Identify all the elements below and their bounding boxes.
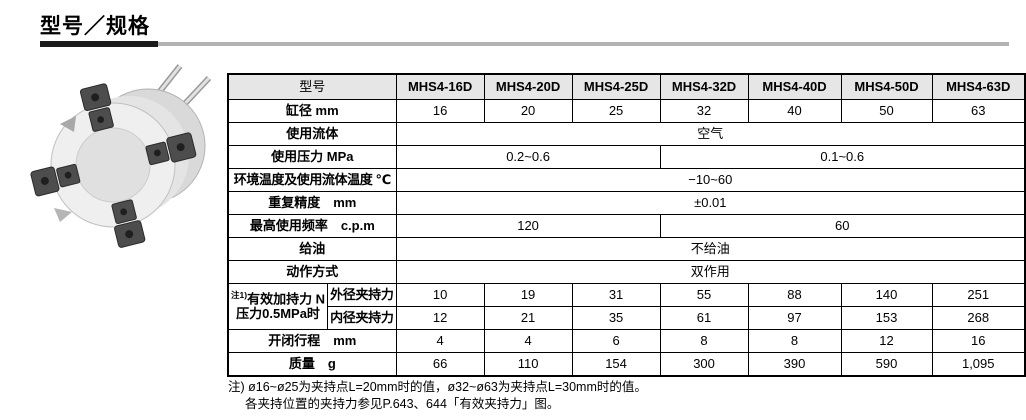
spec-cell: 97	[747, 306, 842, 330]
row-label: 使用压力 MPa	[227, 145, 397, 169]
spec-cell: 双作用	[395, 260, 1026, 284]
model-header: MHS4-50D	[840, 73, 933, 100]
model-header: MHS4-40D	[747, 73, 842, 100]
spec-cell: 50	[840, 99, 933, 123]
spec-cell: 63	[931, 99, 1026, 123]
spec-cell: 40	[747, 99, 842, 123]
spec-cell: 21	[483, 306, 573, 330]
title-underline-black	[40, 41, 158, 47]
spec-cell: 6	[571, 329, 661, 353]
spec-cell: 25	[571, 99, 661, 123]
title-underline-gray	[158, 42, 1009, 46]
row-label: 缸径 mm	[227, 99, 397, 123]
model-header: MHS4-20D	[483, 73, 573, 100]
spec-cell: 590	[840, 352, 933, 377]
row-label-effective-force: 注1)有效加持力 N 压力0.5MPa时	[227, 283, 329, 330]
row-label: 开闭行程 mm	[227, 329, 397, 353]
row-fluid: 使用流体 空气	[227, 122, 1026, 146]
spec-cell: −10~60	[395, 168, 1026, 192]
spec-cell: 不给油	[395, 237, 1026, 261]
spec-cell: 251	[931, 283, 1026, 307]
model-header: MHS4-63D	[931, 73, 1026, 100]
row-pressure: 使用压力 MPa 0.2~0.6 0.1~0.6	[227, 145, 1026, 169]
spec-cell: 4	[483, 329, 573, 353]
sub-row-label: 外径夹持力	[327, 283, 397, 307]
spec-cell: 4	[395, 329, 485, 353]
spec-cell: 10	[395, 283, 485, 307]
spec-cell: 66	[395, 352, 485, 377]
row-label: 重复精度 mm	[227, 191, 397, 215]
row-action: 动作方式 双作用	[227, 260, 1026, 284]
spec-cell: 空气	[395, 122, 1026, 146]
spec-cell: 32	[659, 99, 749, 123]
row-stroke: 开闭行程 mm 4 4 6 8 8 12 16	[227, 329, 1026, 353]
spec-cell: 35	[571, 306, 661, 330]
section-title: 型号／规格	[40, 15, 150, 38]
model-header: MHS4-32D	[659, 73, 749, 100]
spec-cell: 8	[659, 329, 749, 353]
row-bore: 缸径 mm 16 20 25 32 40 50 63	[227, 99, 1026, 123]
spec-cell: 120	[395, 214, 661, 238]
spec-cell: 153	[840, 306, 933, 330]
model-header: MHS4-16D	[395, 73, 485, 100]
row-label: 最高使用频率 c.p.m	[227, 214, 397, 238]
spec-cell: 12	[840, 329, 933, 353]
spec-cell: 19	[483, 283, 573, 307]
spec-cell: 140	[840, 283, 933, 307]
product-photo-gripper	[30, 64, 212, 248]
model-header: MHS4-25D	[571, 73, 661, 100]
spec-cell: 0.1~0.6	[659, 145, 1026, 169]
title-underline	[40, 41, 1009, 47]
row-label: 质量 g	[227, 352, 397, 377]
spec-cell: 16	[395, 99, 485, 123]
row-force-internal: 内径夹持力 12 21 35 61 97 153 268	[228, 306, 1026, 330]
spec-cell: 8	[747, 329, 842, 353]
model-column-header: 型号	[227, 73, 397, 100]
row-temperature: 环境温度及使用流体温度 ℃ −10~60	[227, 168, 1026, 192]
row-frequency: 最高使用频率 c.p.m 120 60	[227, 214, 1026, 238]
spec-cell: 1,095	[931, 352, 1026, 377]
spec-cell: 12	[395, 306, 485, 330]
spec-cell: ±0.01	[395, 191, 1026, 215]
spec-cell: 154	[571, 352, 661, 377]
row-label: 使用流体	[227, 122, 397, 146]
spec-cell: 88	[747, 283, 842, 307]
spec-cell: 61	[659, 306, 749, 330]
spec-cell: 55	[659, 283, 749, 307]
gripper-body	[50, 88, 206, 228]
gripper-jaws	[30, 83, 197, 248]
row-repeatability: 重复精度 mm ±0.01	[227, 191, 1026, 215]
spec-table: 型号 MHS4-16D MHS4-20D MHS4-25D MHS4-32D M…	[227, 73, 1026, 377]
footnote-ref: 注1)	[231, 289, 248, 300]
spec-cell: 390	[747, 352, 842, 377]
spec-cell: 20	[483, 99, 573, 123]
row-mass: 质量 g 66 110 154 300 390 590 1,095	[227, 352, 1026, 377]
row-label: 动作方式	[227, 260, 397, 284]
spec-cell: 268	[931, 306, 1026, 330]
spec-cell: 16	[931, 329, 1026, 353]
footnote-line: 各夹持位置的夹持力参见P.643、644「有效夹持力」图。	[245, 397, 560, 411]
row-force-external: 注1)有效加持力 N 压力0.5MPa时 外径夹持力 10 19 31 55 88…	[227, 283, 1026, 330]
table-header-row: 型号 MHS4-16D MHS4-20D MHS4-25D MHS4-32D M…	[227, 73, 1026, 100]
footnotes: 注) ø16~ø25为夹持点L=20mm时的值，ø32~ø63为夹持点L=30m…	[228, 379, 647, 413]
footnote-line: 注) ø16~ø25为夹持点L=20mm时的值，ø32~ø63为夹持点L=30m…	[228, 380, 647, 394]
row-label: 环境温度及使用流体温度 ℃	[227, 168, 397, 192]
spec-cell: 300	[659, 352, 749, 377]
spec-cell: 31	[571, 283, 661, 307]
row-lubrication: 给油 不给油	[227, 237, 1026, 261]
sub-row-label: 内径夹持力	[327, 306, 397, 330]
row-label: 给油	[227, 237, 397, 261]
spec-cell: 60	[659, 214, 1026, 238]
spec-cell: 110	[483, 352, 573, 377]
spec-cell: 0.2~0.6	[395, 145, 661, 169]
